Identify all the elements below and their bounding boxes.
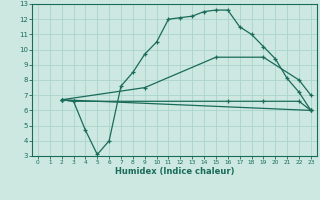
X-axis label: Humidex (Indice chaleur): Humidex (Indice chaleur) [115,167,234,176]
